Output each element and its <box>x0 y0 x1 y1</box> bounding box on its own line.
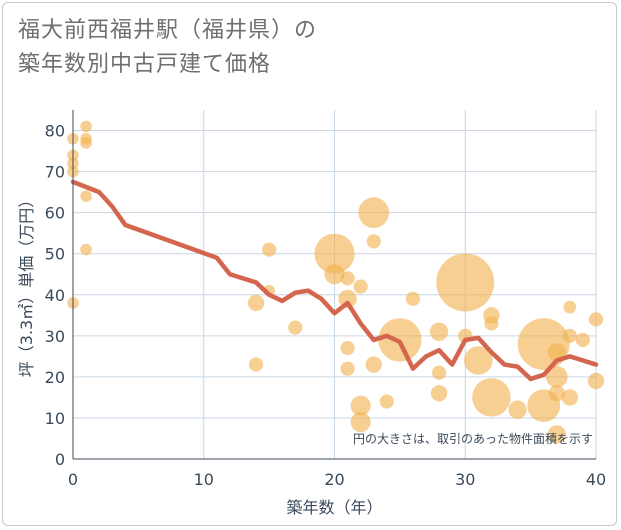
data-bubble <box>545 366 568 388</box>
data-bubble <box>247 294 265 312</box>
y-axis-label: 坪（3.3㎡）単価（万円） <box>17 192 36 377</box>
chart-title-line2: 築年数別中古戸建て価格 <box>18 52 272 77</box>
data-bubble <box>314 233 355 274</box>
chart-title-line1: 福大前西福井駅（福井県）の <box>18 18 318 43</box>
data-bubble <box>379 394 394 409</box>
data-bubble <box>80 190 92 203</box>
y-tick-label: 50 <box>45 245 65 264</box>
y-tick-label: 0 <box>55 450 65 469</box>
axes: 0 10 20 30 40 0 10 20 30 40 50 60 70 80 <box>45 110 606 489</box>
data-bubble <box>350 395 371 416</box>
data-bubble <box>575 332 591 348</box>
data-bubble <box>563 300 577 314</box>
y-tick-label: 10 <box>45 409 65 428</box>
y-tick-label: 30 <box>45 327 65 346</box>
trend-line <box>70 179 599 382</box>
data-bubble <box>80 120 92 133</box>
data-bubble <box>561 389 579 406</box>
x-axis-label: 築年数（年） <box>286 498 382 517</box>
data-bubble <box>366 234 381 249</box>
data-bubble <box>248 357 264 372</box>
x-tick-label: 0 <box>68 470 78 489</box>
x-tick-label: 20 <box>324 470 344 489</box>
data-bubble <box>365 356 382 373</box>
x-tick-label: 10 <box>194 470 214 489</box>
data-bubble <box>350 412 371 433</box>
data-bubble <box>517 318 570 370</box>
data-bubble <box>472 378 511 417</box>
data-bubble <box>358 197 390 228</box>
chart-frame <box>2 2 617 526</box>
data-bubble <box>80 243 92 256</box>
data-bubble <box>508 400 527 419</box>
data-bubble <box>288 320 303 335</box>
data-bubble <box>588 312 604 327</box>
data-bubble <box>340 341 355 356</box>
data-bubble <box>340 361 355 376</box>
data-bubble <box>324 264 345 285</box>
y-tick-label: 60 <box>45 204 65 223</box>
y-tick-label: 70 <box>45 163 65 182</box>
bubbles <box>67 120 605 444</box>
y-tick-label: 40 <box>45 286 65 305</box>
data-bubble <box>353 279 368 294</box>
x-tick-label: 30 <box>455 470 475 489</box>
data-bubble <box>430 385 448 402</box>
size-legend-note: 円の大きさは、取引のあった物件面積を示す <box>353 431 593 446</box>
data-bubble <box>262 242 277 257</box>
y-tick-label: 20 <box>45 368 65 387</box>
data-bubble <box>484 316 499 331</box>
data-bubble <box>338 289 357 309</box>
data-bubble <box>405 291 421 306</box>
x-tick-label: 40 <box>586 470 606 489</box>
data-bubble <box>80 137 92 149</box>
data-bubble <box>587 372 605 390</box>
y-tick-label: 80 <box>45 122 65 141</box>
data-bubble <box>431 365 447 380</box>
data-bubble <box>436 253 495 312</box>
data-bubble <box>464 346 493 375</box>
data-bubble <box>547 425 566 444</box>
trend-polyline <box>70 179 599 382</box>
data-bubble <box>562 328 577 343</box>
data-bubble <box>429 322 449 341</box>
data-bubble <box>548 385 565 402</box>
chart-title: 福大前西福井駅（福井県）の 築年数別中古戸建て価格 <box>18 14 317 82</box>
data-bubble <box>340 271 355 286</box>
